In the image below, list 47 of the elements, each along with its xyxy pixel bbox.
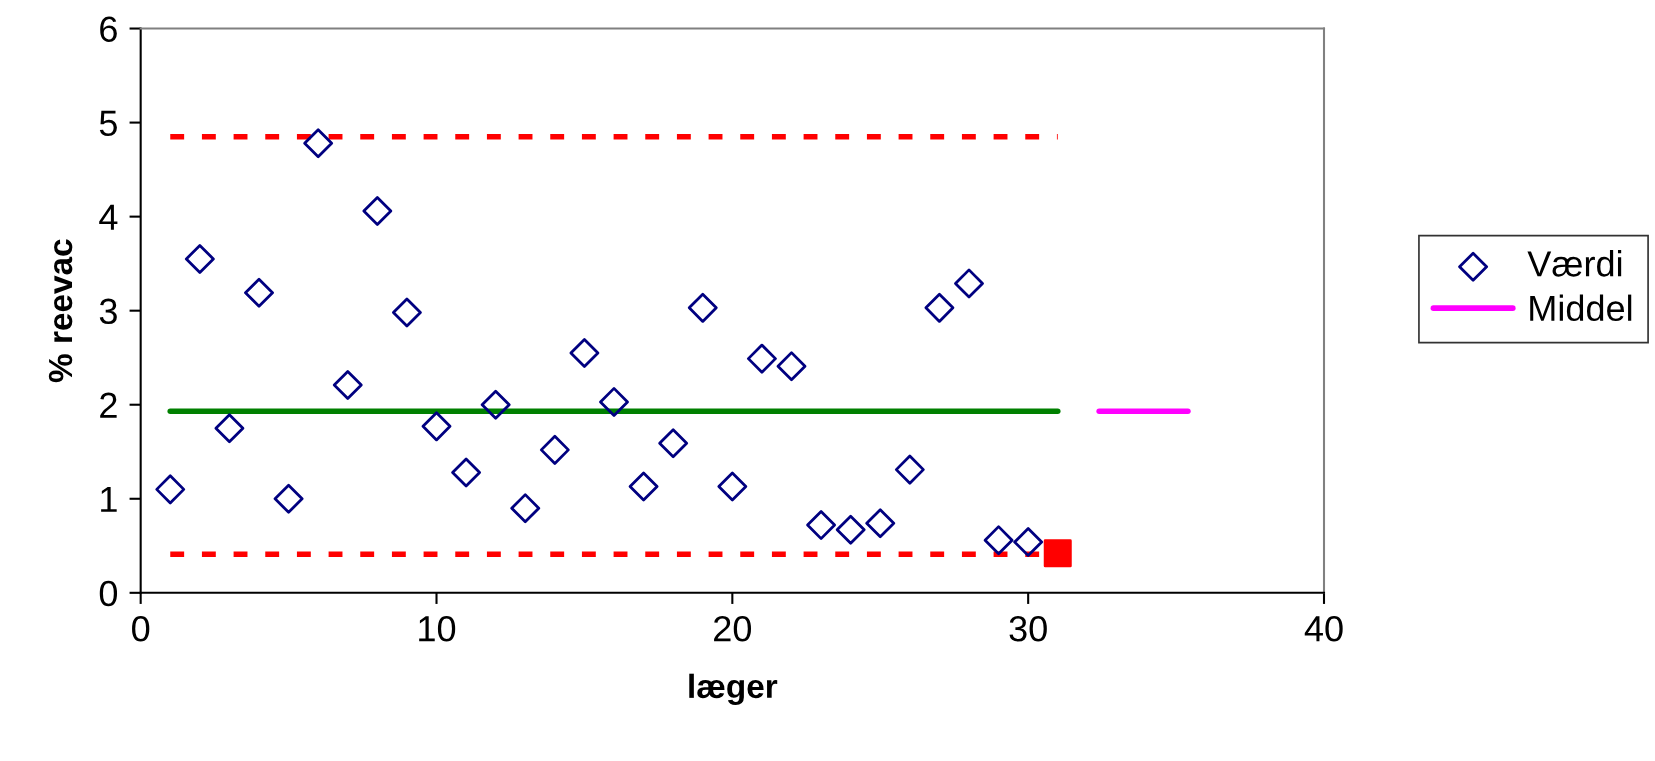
point (658, 428, 689, 459)
legend-label: Værdi (1527, 250, 1622, 277)
point (392, 297, 422, 328)
point (776, 351, 807, 382)
point (421, 411, 452, 442)
point (1013, 527, 1044, 557)
x-tick-label: 20 (714, 615, 752, 642)
point (865, 508, 896, 539)
point (214, 413, 245, 444)
point (924, 292, 955, 323)
y-tick-label: 1 (101, 487, 117, 512)
point (806, 510, 837, 541)
point (244, 277, 274, 308)
y-tick-label: 3 (99, 298, 117, 325)
point (273, 483, 304, 514)
point (599, 386, 629, 417)
point (983, 525, 1014, 556)
y-tick-label: 2 (100, 392, 117, 418)
point (184, 244, 215, 274)
legend-label: Middel (1530, 294, 1632, 322)
point (480, 389, 511, 420)
point (894, 454, 925, 485)
y-axis-title: % reevac (48, 239, 73, 383)
point (303, 128, 334, 159)
point (1043, 539, 1072, 568)
point (451, 457, 482, 488)
y-tick-label: 6 (100, 16, 117, 42)
point (628, 471, 659, 502)
point (835, 514, 866, 545)
point (746, 343, 777, 374)
point (717, 471, 748, 502)
x-axis-title: læger (689, 673, 778, 705)
point (332, 370, 363, 400)
point (539, 434, 570, 465)
point (569, 338, 600, 368)
point (687, 292, 718, 323)
x-tick-label: 10 (419, 615, 456, 642)
point (362, 196, 393, 226)
point (155, 474, 186, 505)
y-tick-label: 5 (99, 110, 117, 137)
point (954, 268, 984, 299)
x-tick-label: 40 (1304, 615, 1343, 642)
x-tick-label: 30 (1009, 615, 1047, 642)
x-tick-label: 0 (132, 615, 150, 642)
y-tick-label: 0 (99, 580, 118, 607)
y-tick-label: 4 (99, 204, 118, 230)
point (510, 493, 541, 524)
